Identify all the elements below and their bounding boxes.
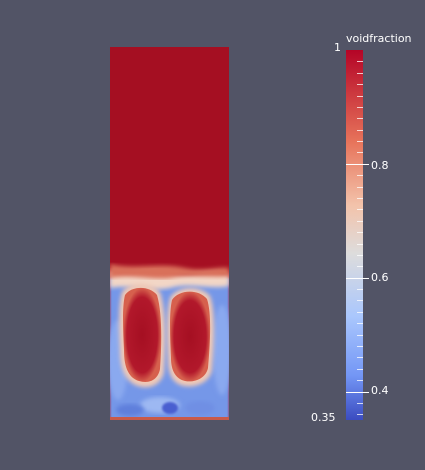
colorbar-tick-label: 0.8 <box>371 159 389 172</box>
colorbar <box>346 50 369 420</box>
colorbar-ticks <box>346 61 369 415</box>
colorbar-title: voidfraction <box>346 32 412 45</box>
colorbar-tick-label: 0.4 <box>371 384 389 397</box>
colorbar-max-label: 1 <box>334 41 341 54</box>
colorbar-gradient <box>346 50 363 420</box>
colorbar-tick-label: 0.6 <box>371 271 389 284</box>
fluidized-column <box>110 47 229 420</box>
colorbar-min-label: 0.35 <box>311 411 336 424</box>
